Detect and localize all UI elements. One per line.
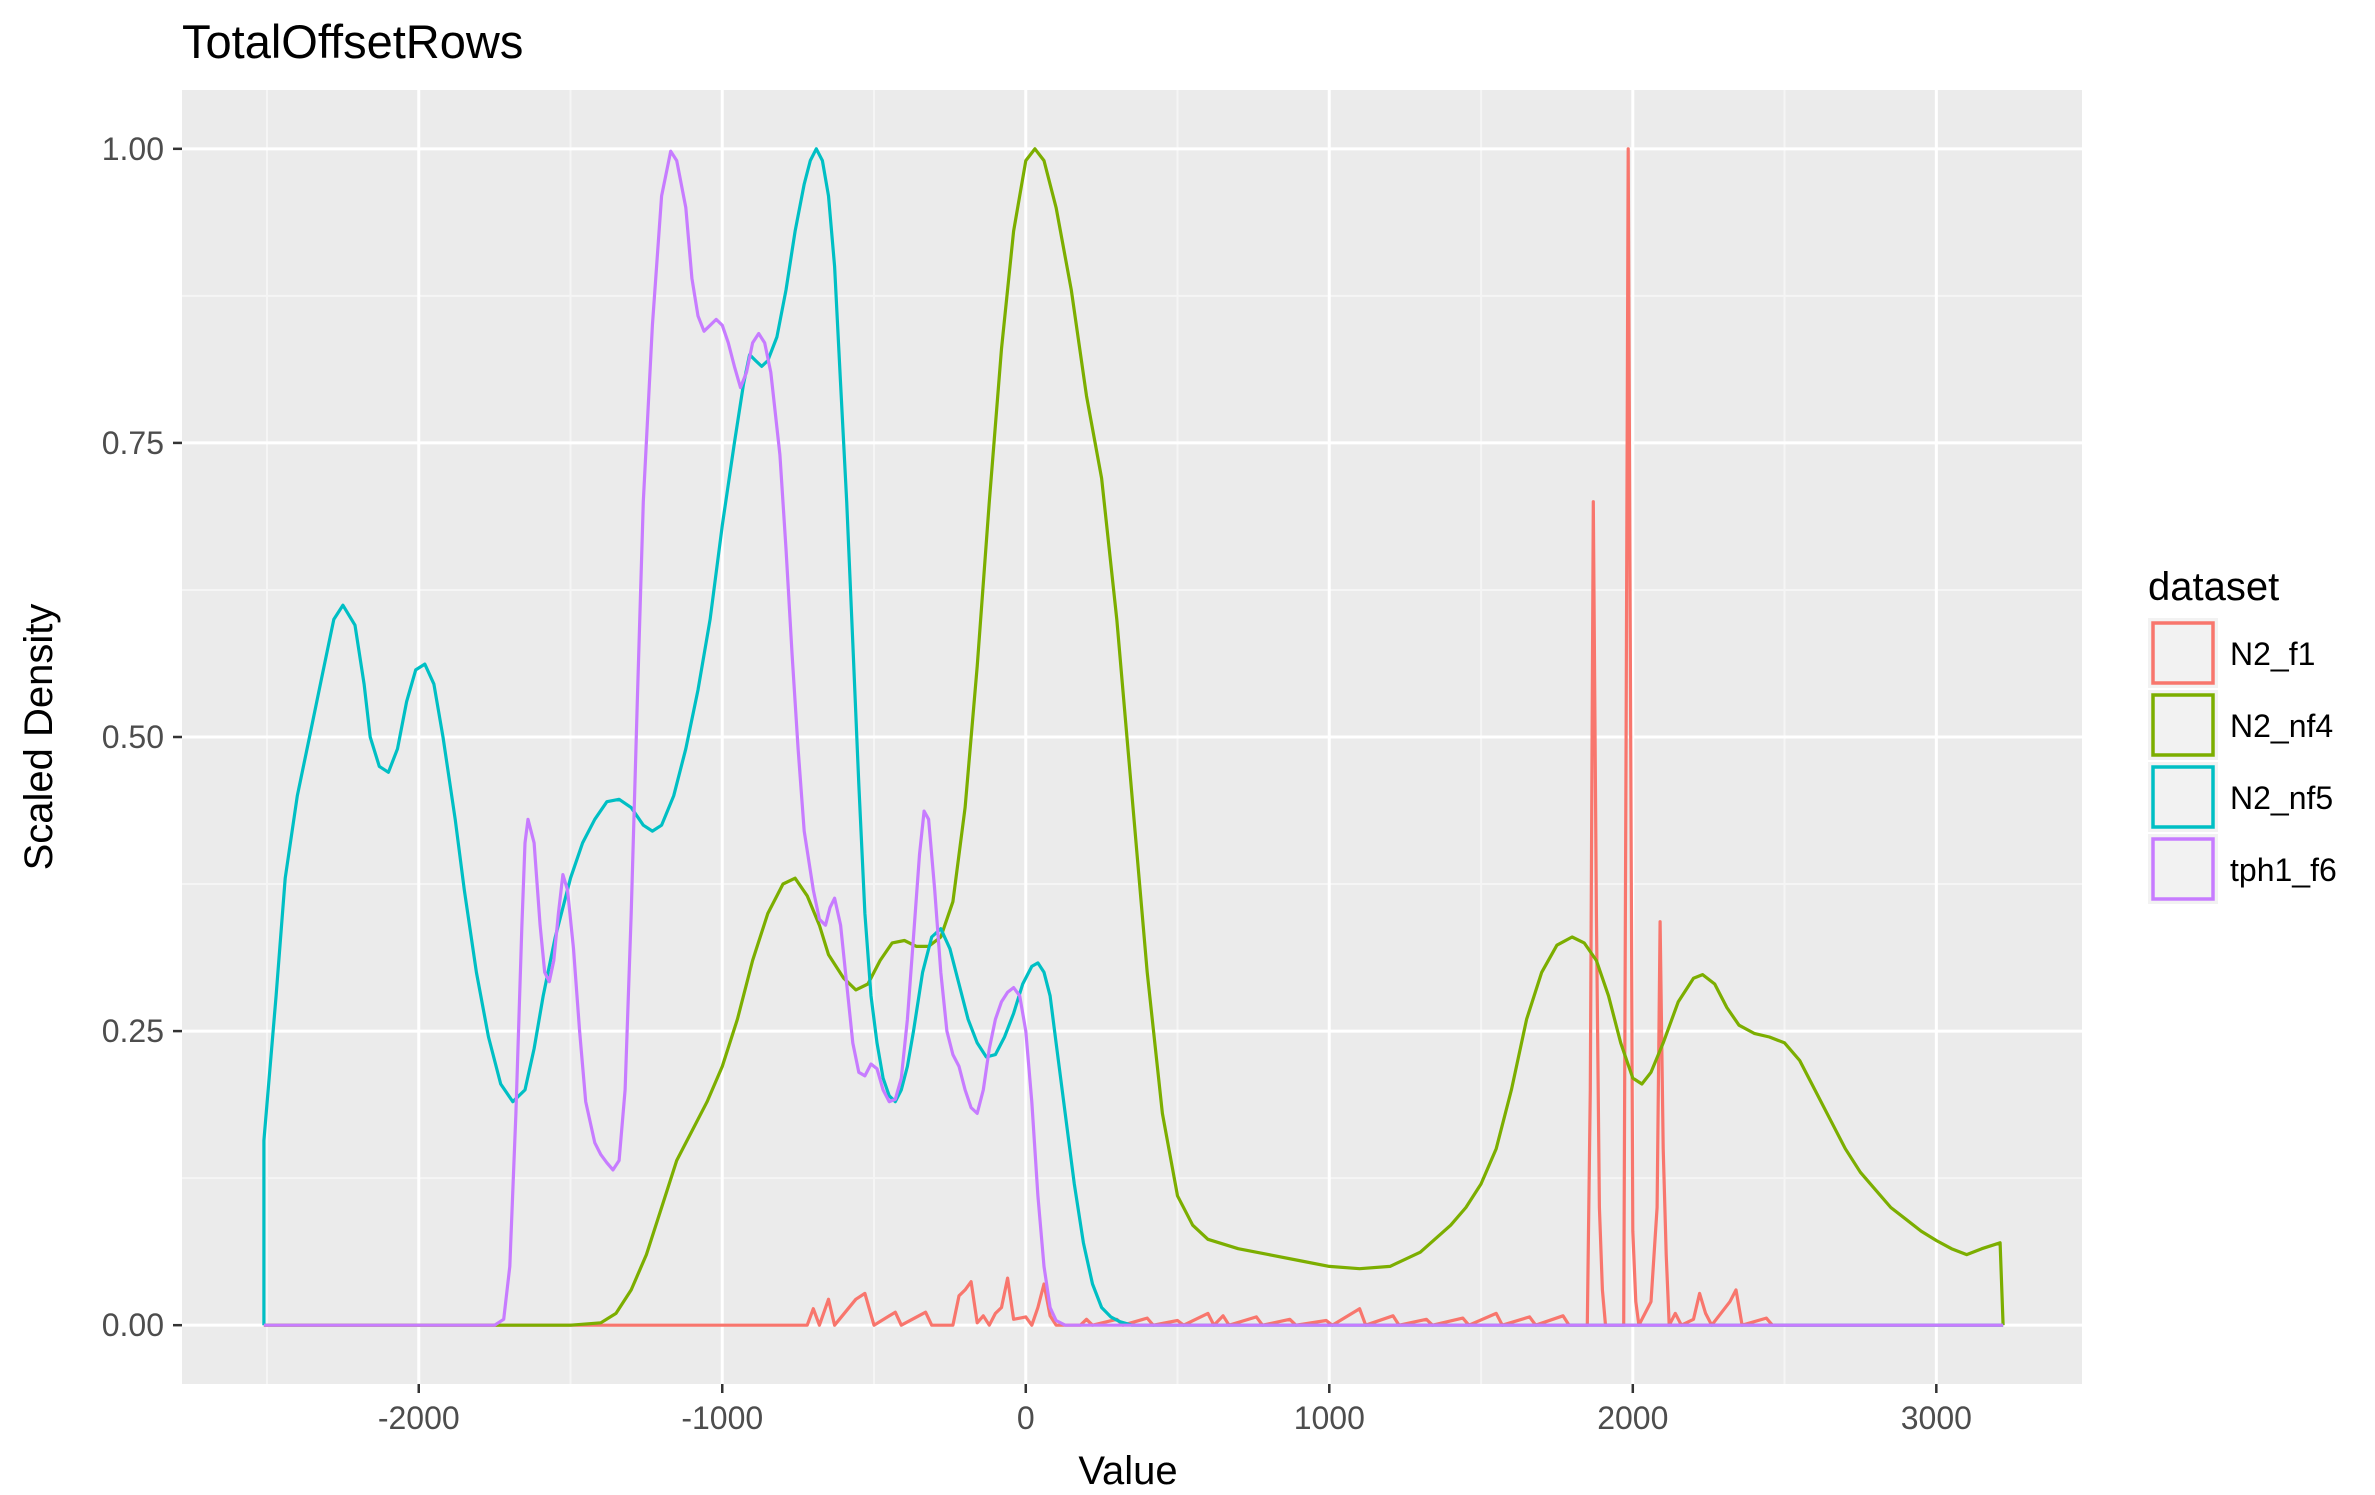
series-line-tph1_f6 — [263, 149, 2004, 1327]
chart-title: TotalOffsetRows — [182, 15, 523, 68]
legend-entry-label: N2_nf5 — [2230, 780, 2333, 816]
series-lines — [262, 147, 2005, 1327]
y-axis-label: Scaled Density — [17, 604, 61, 871]
x-tick-label: -2000 — [378, 1400, 460, 1436]
legend-key — [2151, 621, 2215, 685]
grid-major — [182, 90, 2082, 1384]
legend-key — [2151, 693, 2215, 757]
legend-entry-label: tph1_f6 — [2230, 852, 2337, 888]
x-tick-label: 0 — [1017, 1400, 1035, 1436]
legend: dataset N2_f1 N2_nf4 N2_nf5 tph1_f6 — [2148, 565, 2337, 904]
x-tick-label: 2000 — [1597, 1400, 1668, 1436]
y-tick-label: 0.00 — [102, 1307, 164, 1343]
y-tick-label: 0.75 — [102, 425, 164, 461]
y-tick-label: 1.00 — [102, 131, 164, 167]
x-tick-label: 3000 — [1901, 1400, 1972, 1436]
x-axis: -2000 -1000 0 1000 2000 3000 — [378, 1384, 1972, 1436]
legend-entry-label: N2_f1 — [2230, 636, 2315, 672]
y-axis: 0.00 0.25 0.50 0.75 1.00 — [102, 131, 182, 1343]
series-line-N2_f1 — [263, 147, 2004, 1327]
legend-key — [2151, 837, 2215, 901]
x-tick-label: 1000 — [1294, 1400, 1365, 1436]
legend-key — [2151, 765, 2215, 829]
x-axis-label: Value — [1078, 1449, 1177, 1493]
legend-title: dataset — [2148, 565, 2279, 609]
y-tick-label: 0.25 — [102, 1013, 164, 1049]
series-line-N2_nf5 — [262, 147, 2004, 1327]
legend-entry-label: N2_nf4 — [2230, 708, 2333, 744]
x-tick-label: -1000 — [681, 1400, 763, 1436]
series-line-N2_nf4 — [263, 147, 2005, 1327]
y-tick-label: 0.50 — [102, 719, 164, 755]
